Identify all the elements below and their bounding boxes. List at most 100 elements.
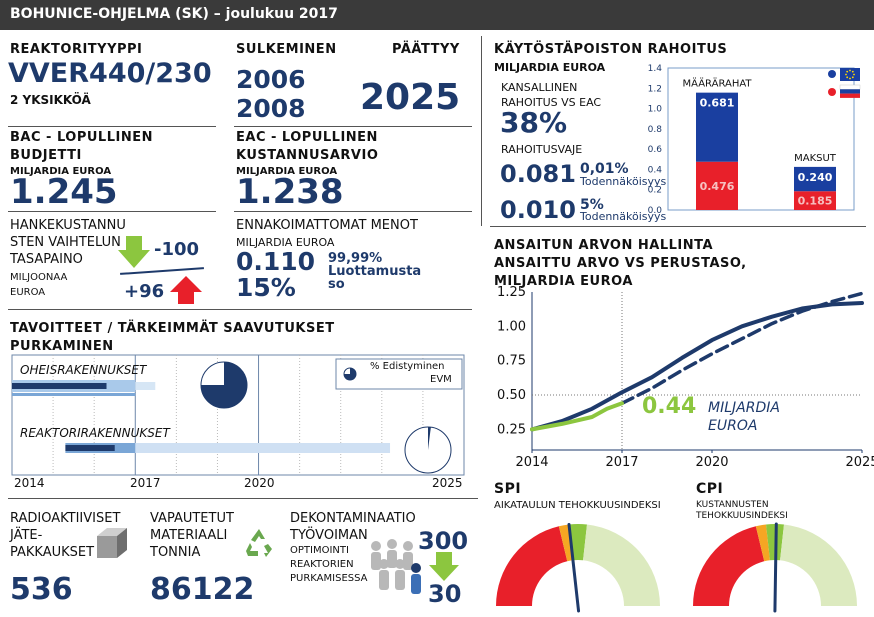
eu-flag-star — [846, 76, 849, 79]
spi-description: AIKATAULUN TEHOKKUUSINDEKSI — [494, 500, 661, 511]
y-tick-label: 0.6 — [648, 145, 663, 155]
eu-flag-star — [849, 69, 851, 72]
divider — [8, 498, 478, 499]
y-tick-label: 1.0 — [648, 105, 663, 115]
workforce-to: 30 — [428, 580, 462, 608]
bar-sk — [794, 191, 836, 210]
legend-box — [335, 358, 463, 390]
eu-flag-star — [845, 73, 847, 76]
funding-national-line-2: RAHOITUS VS EAC — [501, 96, 602, 109]
goals-timeline — [11, 354, 465, 476]
row2-plan-bar — [65, 443, 391, 453]
released-line-1: VAPAUTETUT — [150, 511, 234, 526]
y-tick-label: 0.75 — [497, 354, 526, 369]
released-line-3: TONNIA — [150, 545, 201, 560]
divider — [234, 126, 472, 127]
bar-eu-value: 0.240 — [798, 171, 833, 184]
y-tick-label: 0.8 — [648, 125, 663, 135]
cpi-title: CPI — [696, 481, 724, 497]
bac-label-1: BAC - LOPULLINEN — [10, 130, 153, 145]
waste-line-3: PAKKAUKSET — [10, 545, 95, 560]
goals-year-2014: 2014 — [14, 476, 45, 490]
funding-gap-2-percent: 5% — [580, 197, 604, 213]
variance-plus: +96 — [124, 281, 165, 302]
workforce-line-5: PURKAMISESSA — [290, 573, 368, 584]
eu-flag-star — [853, 73, 855, 76]
bar-sk-value: 0.185 — [798, 195, 833, 208]
eac-label-1: EAC - LOPULLINEN — [236, 130, 378, 145]
y-tick-label: 0.25 — [497, 422, 526, 437]
divider — [8, 126, 216, 127]
funding-national-line-1: KANSALLINEN — [501, 81, 578, 94]
eu-flag-star — [851, 76, 854, 79]
down-arrow-icon — [429, 552, 459, 581]
released-line-2: MATERIAALI — [150, 528, 228, 543]
bac-unit: MILJARDIA EUROA — [10, 166, 112, 177]
reactor-type-value: VVER440/230 — [8, 58, 212, 89]
x-tick-label: 2017 — [605, 455, 638, 470]
gauge-segment-2 — [569, 524, 587, 561]
goals-year-2017: 2017 — [130, 476, 161, 490]
timeline-frame — [11, 354, 465, 476]
evm-title-2: ANSAITTU ARVO VS PERUSTASO, — [494, 256, 747, 271]
closure-year-2: 2008 — [236, 94, 306, 123]
y-tick-label: 0.0 — [648, 206, 663, 216]
down-arrow-icon — [118, 236, 150, 268]
cpi-gauge — [693, 522, 857, 613]
gauge-segment-3 — [583, 524, 660, 606]
divider — [8, 309, 472, 310]
series-line-1 — [620, 291, 864, 406]
cpi-description-2: TEHOKKUUSINDEKSI — [696, 511, 788, 521]
y-tick-label: 1.4 — [648, 64, 663, 74]
funding-gap-2-value: 0.010 — [500, 196, 576, 224]
eac-label-2: KUSTANNUSARVIO — [236, 148, 379, 163]
reactor-units: 2 YKSIKKÖÄ — [10, 93, 91, 107]
bar-eu — [696, 92, 738, 162]
gauge-segment-0 — [693, 526, 765, 606]
contingency-percent: 15% — [236, 273, 296, 302]
divider — [234, 211, 472, 212]
workers-group-icon — [371, 539, 421, 594]
goals-row-2-label: REAKTORIRAKENNUKSET — [20, 426, 170, 440]
variance-line-1: HANKEKUSTANNU — [10, 218, 126, 233]
eu-flag-star — [851, 70, 854, 73]
cpi-description-1: KUSTANNUSTEN — [696, 500, 769, 510]
y-tick-label: 1.25 — [497, 285, 526, 300]
divider — [490, 226, 866, 227]
variance-line-3: TASAPAINO — [10, 252, 83, 267]
confidence-label: Luottamusta — [328, 264, 422, 279]
row1-baseline-bar — [12, 393, 136, 396]
gauge-segment-1 — [755, 524, 770, 562]
workforce-line-4: REAKTORIEN — [290, 559, 354, 570]
spi-title: SPI — [494, 481, 522, 497]
contingency-value: 0.110 — [236, 247, 316, 276]
eu-flag-star — [849, 77, 851, 80]
evm-title-3: MILJARDIA EUROA — [494, 274, 633, 289]
gauge-needle — [773, 522, 778, 613]
contingency-label: ENNAKOIMATTOMAT MENOT — [236, 218, 418, 233]
x-tick-label: 2025 — [845, 455, 874, 470]
contingency-unit: MILJARDIA EUROA — [236, 236, 335, 249]
up-arrow-icon — [170, 276, 202, 304]
header-bar — [0, 0, 874, 30]
funding-title: KÄYTÖSTÄPOISTON RAHOITUS — [494, 42, 728, 57]
workforce-line-2: TYÖVOIMAN — [290, 528, 368, 543]
chart-frame — [667, 67, 855, 211]
closure-end-year: 2025 — [360, 77, 461, 118]
goals-row-1-label: OHEISRAKENNUKSET — [20, 363, 147, 377]
bar-eu-value: 0.681 — [700, 97, 735, 110]
funding-bar-chart: 0.0 0.2 0.4 0.6 0.8 1.0 1.2 1.4 0.681 0.476 MÄÄRÄR… — [648, 64, 861, 216]
funding-gap-1-percent: 0,01% — [580, 161, 629, 177]
confidence-suffix: so — [328, 277, 345, 292]
waste-value: 536 — [10, 572, 73, 607]
evm-title-1: ANSAITUN ARVON HALLINTA — [494, 238, 714, 253]
gauge-segment-3 — [780, 524, 857, 606]
variance-line-2: STEN VAIHTELUN — [10, 235, 121, 250]
waste-line-1: RADIOAKTIIVISET — [10, 511, 121, 526]
funding-unit: MILJARDIA EUROA — [494, 61, 606, 74]
y-tick-label: 0.2 — [648, 186, 662, 196]
series-line-2 — [530, 401, 624, 432]
evm-current-value: 0.44 — [642, 394, 697, 419]
x-tick-label: 2014 — [515, 455, 548, 470]
workforce-line-3: OPTIMOINTI — [290, 545, 349, 556]
